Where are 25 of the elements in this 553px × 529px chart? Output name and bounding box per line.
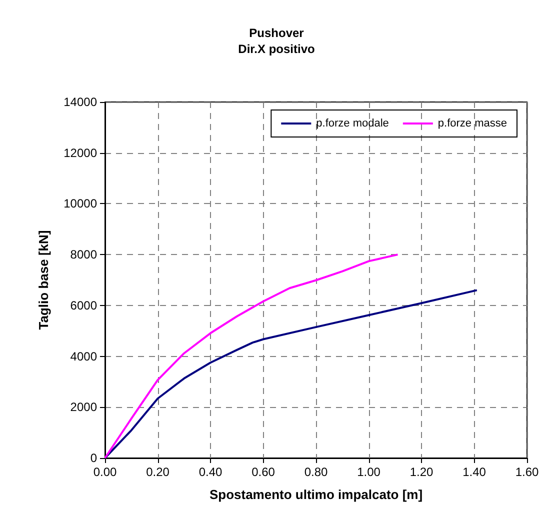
y-tick-label: 6000 [70,298,98,312]
y-tick-label: 8000 [70,248,98,262]
y-tick-label: 2000 [70,400,98,414]
line-series [104,254,399,459]
x-tick-label: 0.20 [146,465,170,479]
x-tick-label: 0.40 [198,465,222,479]
x-tick-label: 1.60 [515,465,539,479]
y-tick-label: 10000 [64,196,98,211]
x-tick-label: 1.20 [410,465,434,479]
legend-label: p.forze masse [438,118,508,130]
x-tick-label: 0.00 [93,465,117,479]
line-series [104,289,478,459]
x-axis-title: Spostamento ultimo impalcato [m] [209,487,423,502]
y-tick-label: 4000 [70,349,98,364]
y-axis-title: Taglio base [kN] [36,230,51,330]
x-tick-label: 1.00 [357,465,381,479]
x-tick-label: 1.40 [462,465,486,479]
y-tick-label: 0 [90,451,98,465]
chart-title: Pushover [249,26,304,40]
x-tick-label: 0.60 [252,465,276,479]
chart-subtitle: Dir.X positivo [238,42,315,56]
x-tick-label: 0.80 [304,465,328,479]
legend-label: p.forze modale [316,118,389,130]
y-tick-label: 12000 [64,146,98,160]
y-tick-label: 14000 [64,95,98,109]
